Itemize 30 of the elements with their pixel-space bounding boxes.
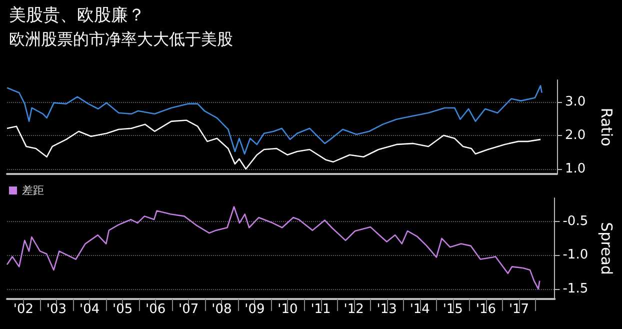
x-tick-label: '17	[508, 302, 530, 317]
x-tick-label: '15	[442, 302, 463, 317]
x-tick-label: '04	[80, 302, 100, 317]
x-tick-label: '08	[212, 302, 232, 317]
y-tick-label: -1.0	[562, 248, 588, 263]
y-tick-label: 3.0	[565, 94, 586, 110]
x-tick-label: '16	[476, 302, 496, 317]
x-tick-label: '02	[13, 302, 34, 317]
line-series	[6, 206, 540, 290]
x-tick-label: '05	[112, 302, 133, 317]
y-axis-title: Ratio	[598, 108, 616, 146]
y-tick-label: 1.0	[565, 161, 586, 176]
x-tick-label: '13	[376, 302, 397, 317]
x-tick-label: '03	[46, 302, 67, 317]
y-tick-label: -0.5	[562, 214, 588, 230]
x-tick-label: '14	[410, 302, 430, 317]
x-tick-label: '12	[344, 302, 364, 317]
x-tick-label: '10	[278, 302, 298, 317]
x-tick-label: '07	[178, 302, 199, 317]
x-tick-label: '11	[310, 302, 331, 317]
chart-title: 美股贵、欧股廉？	[9, 6, 145, 26]
line-series	[6, 85, 542, 155]
y-tick-label: -1.5	[562, 281, 588, 296]
y-axis-title: Spread	[598, 222, 616, 275]
legend-label: 差距	[22, 184, 44, 197]
x-tick-label: '06	[146, 302, 166, 317]
y-tick-label: 2.0	[565, 128, 586, 143]
line-series	[6, 120, 542, 170]
x-tick-label: '09	[244, 302, 265, 317]
chart-subtitle: 欧洲股票的市净率大大低于美股	[9, 30, 233, 48]
